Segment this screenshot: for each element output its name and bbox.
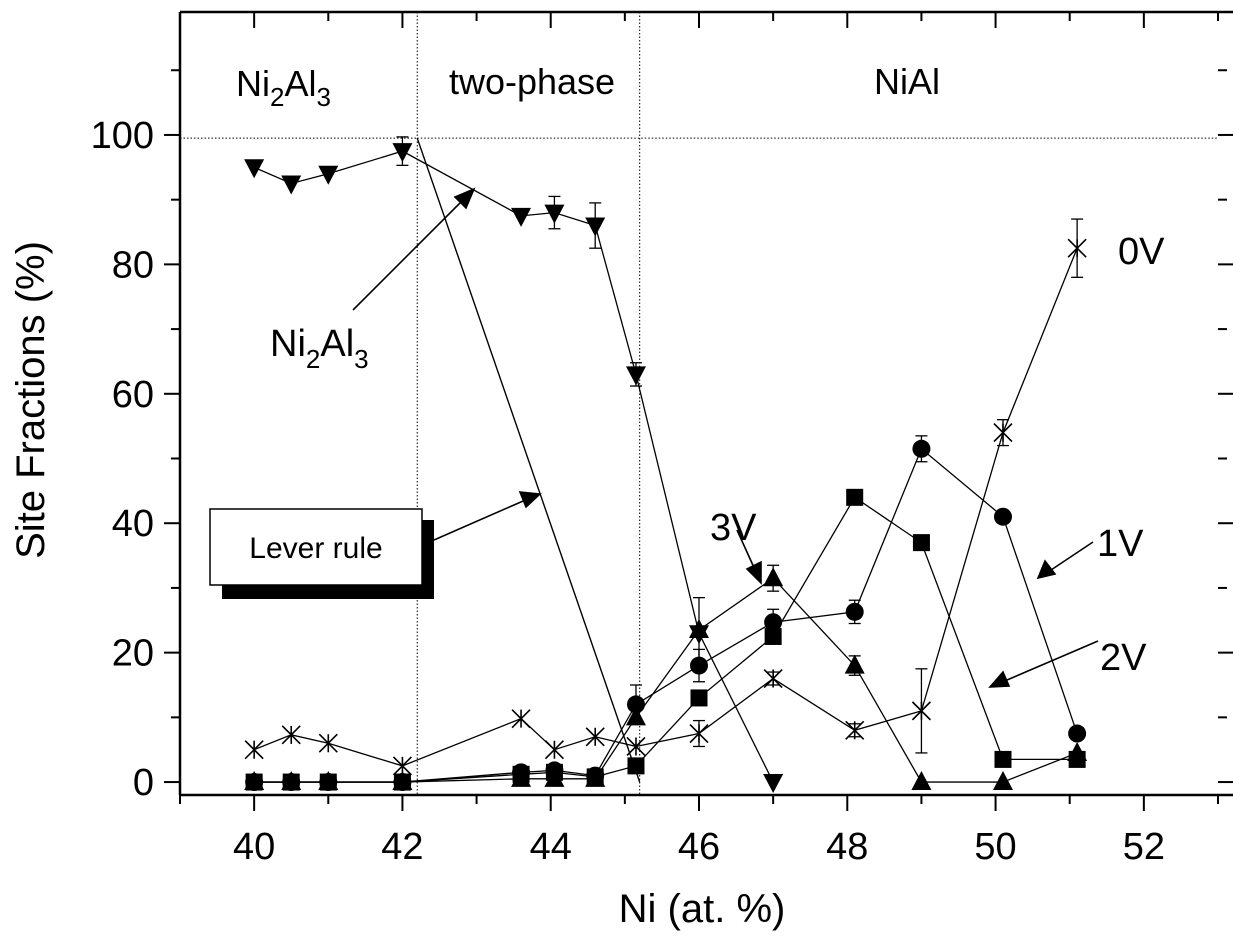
data-point-3v bbox=[511, 767, 532, 787]
data-point-0v bbox=[763, 668, 783, 689]
data-point-0v bbox=[511, 709, 531, 729]
x-tick-label: 46 bbox=[678, 826, 720, 868]
data-point-1v bbox=[626, 695, 645, 714]
y-axis-title: Site Fractions (%) bbox=[9, 241, 53, 559]
region-label-two-phase: two-phase bbox=[449, 61, 615, 102]
arrow-2v bbox=[999, 640, 1099, 684]
series-line-0v bbox=[253, 247, 1078, 767]
data-point-0v bbox=[281, 725, 301, 745]
data-point-3v bbox=[281, 771, 302, 791]
data-point-2v bbox=[846, 488, 864, 506]
lever-rule-line bbox=[416, 137, 641, 783]
data-point-3v bbox=[318, 771, 339, 791]
data-point-0v bbox=[993, 423, 1013, 443]
y-tick-label: 60 bbox=[112, 374, 154, 416]
data-point-3v bbox=[844, 654, 865, 674]
data-point-ni2al3 bbox=[585, 217, 606, 237]
data-point-1v bbox=[845, 602, 864, 621]
arrowhead-lever-rule bbox=[518, 491, 542, 509]
annotation-ni2al3: Ni2Al3 bbox=[270, 323, 369, 374]
annotation-3v: 3V bbox=[710, 507, 757, 549]
data-point-0v bbox=[626, 736, 646, 757]
data-point-2v bbox=[994, 750, 1012, 768]
arrowhead-2v bbox=[988, 670, 1011, 688]
y-tick-label: 80 bbox=[112, 244, 154, 286]
arrow-1v bbox=[1047, 541, 1094, 573]
data-point-3v bbox=[1067, 741, 1088, 761]
x-tick-label: 44 bbox=[530, 826, 572, 868]
arrow-ni2al3 bbox=[352, 196, 467, 311]
series-line-ni2al3 bbox=[253, 150, 774, 783]
data-point-0v bbox=[1067, 238, 1087, 258]
data-point-1v bbox=[993, 507, 1012, 526]
data-point-1v bbox=[764, 613, 783, 632]
lever-rule-label: Lever rule bbox=[249, 532, 382, 565]
lever-rule-box-frame bbox=[209, 508, 423, 586]
data-point-ni2al3 bbox=[544, 204, 565, 224]
x-tick-label: 52 bbox=[1123, 826, 1165, 868]
data-point-3v bbox=[911, 771, 932, 791]
annotation-2v: 2V bbox=[1100, 637, 1147, 679]
data-point-2v bbox=[764, 627, 782, 645]
arrowhead-3v bbox=[745, 560, 762, 585]
annotation-arrows bbox=[352, 187, 1099, 688]
x-tick-label: 42 bbox=[381, 826, 423, 868]
x-axis-title: Ni (at. %) bbox=[619, 887, 786, 931]
data-point-3v bbox=[625, 706, 646, 726]
data-point-ni2al3 bbox=[511, 207, 532, 227]
data-point-0v bbox=[845, 720, 865, 740]
data-point-0v bbox=[585, 727, 605, 747]
data-point-ni2al3 bbox=[244, 159, 265, 179]
annotation-0v: 0V bbox=[1118, 231, 1165, 273]
data-point-ni2al3 bbox=[763, 774, 784, 794]
data-point-0v bbox=[689, 723, 709, 744]
data-point-1v bbox=[1068, 724, 1087, 743]
data-point-1v bbox=[690, 656, 708, 675]
data-point-0v bbox=[544, 740, 564, 760]
data-point-0v bbox=[911, 701, 931, 721]
data-point-3v bbox=[763, 567, 784, 587]
x-tick-label: 48 bbox=[826, 826, 868, 868]
data-point-3v bbox=[392, 771, 413, 791]
region-label-nial: NiAl bbox=[874, 61, 940, 102]
data-point-3v bbox=[689, 618, 709, 638]
region-label-ni2al3: Ni2Al3 bbox=[236, 63, 331, 112]
series-line-3v bbox=[254, 577, 1078, 783]
data-point-0v bbox=[244, 740, 264, 760]
annotation-1v: 1V bbox=[1097, 523, 1144, 565]
data-point-3v bbox=[244, 771, 265, 791]
data-point-3v bbox=[992, 771, 1013, 791]
y-tick-label: 100 bbox=[91, 115, 154, 157]
arrow-3v bbox=[736, 529, 757, 573]
plot-layer: 40 42 44 46 48 50 52 0 20 40 60 80 100 bbox=[91, 10, 1233, 868]
y-tick-label: 0 bbox=[133, 762, 154, 804]
data-point-1v bbox=[912, 439, 931, 458]
data-point-ni2al3 bbox=[281, 175, 302, 195]
lever-rule-box: Lever rule bbox=[209, 508, 434, 599]
y-tick-label: 40 bbox=[112, 503, 154, 545]
y-tick-label: 20 bbox=[112, 633, 154, 675]
x-tick-label: 40 bbox=[233, 826, 275, 868]
x-tick-label: 50 bbox=[974, 826, 1016, 868]
data-point-ni2al3 bbox=[318, 165, 339, 185]
data-point-ni2al3 bbox=[392, 143, 413, 163]
data-point-3v bbox=[544, 767, 565, 787]
arrow-lever-rule bbox=[433, 497, 531, 541]
data-point-ni2al3 bbox=[625, 366, 646, 386]
arrowhead-ni2al3 bbox=[453, 187, 476, 210]
data-point-0v bbox=[318, 733, 338, 753]
data-point-3v bbox=[585, 767, 606, 787]
arrowhead-1v bbox=[1036, 559, 1057, 580]
data-point-2v bbox=[912, 534, 930, 552]
data-point-2v bbox=[627, 757, 645, 775]
data-point-2v bbox=[690, 689, 708, 707]
